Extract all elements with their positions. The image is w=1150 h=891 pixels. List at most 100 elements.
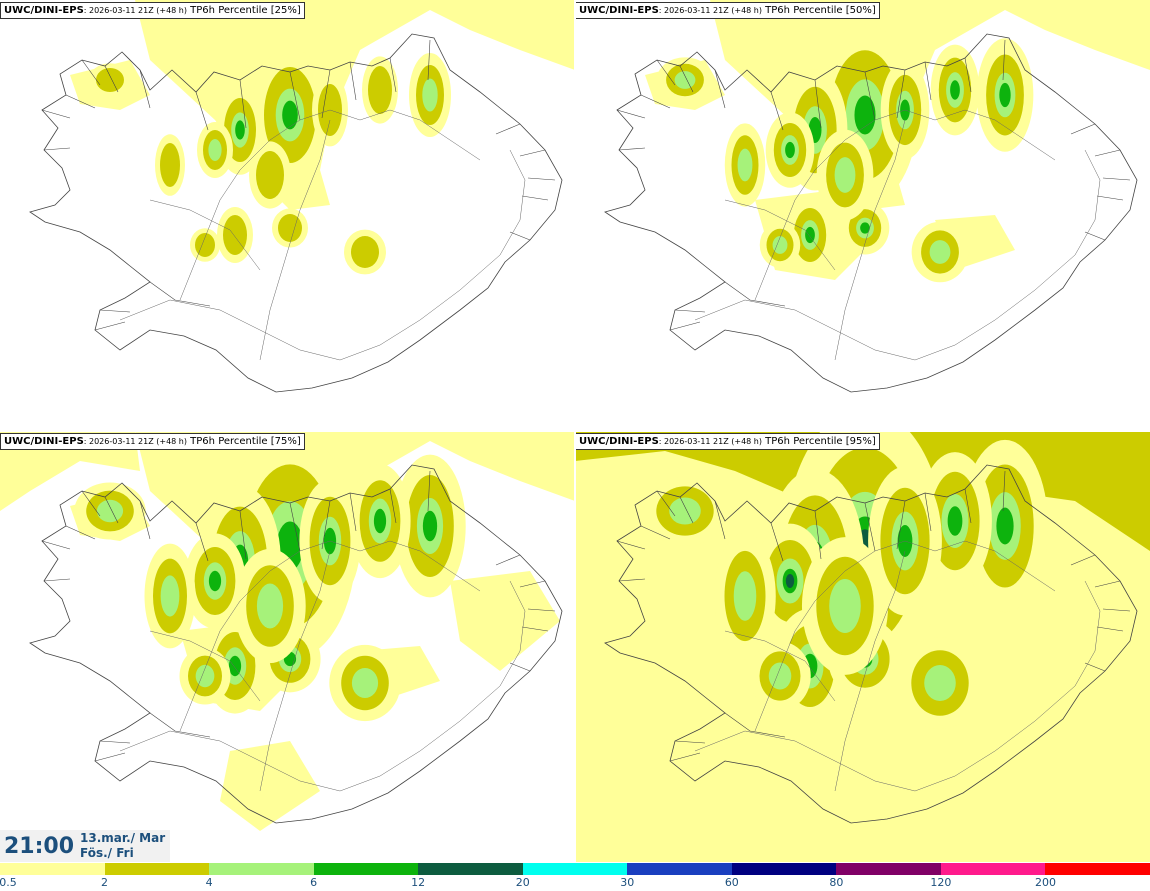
region-borders [119, 540, 526, 792]
colorbar-segment [731, 863, 837, 875]
fjord-lines [1070, 554, 1131, 672]
valid-time: 21:00 [4, 834, 75, 859]
precip-blob [278, 214, 302, 242]
colorbar-tick-label: 80 [829, 876, 844, 889]
panel-title: UWC/DINI-EPS: 2026-03-11 21Z (+48 h) TP6… [575, 433, 880, 450]
colorbar-tick-label: 30 [620, 876, 635, 889]
colorbar-segment [522, 863, 628, 875]
fjord-lines [65, 39, 431, 131]
coastline [604, 464, 1138, 824]
precip-blob [373, 508, 387, 534]
precip-blob [228, 655, 242, 677]
colorbar-tick-label: 12 [411, 876, 426, 889]
precip-blob [368, 66, 392, 114]
precip-blob [160, 575, 180, 617]
fjord-lines [94, 712, 211, 762]
colorbar-ticks: 0.5 2 4 6 12 20 30 60 80 120 200 [0, 875, 1150, 891]
precip-blob [208, 570, 222, 592]
map-canvas [575, 431, 1150, 862]
precip-blob [195, 664, 215, 688]
colorbar-tick-label: 60 [724, 876, 739, 889]
valid-date: 13.mar./ Mar [80, 831, 166, 845]
precip-blob [223, 215, 247, 255]
precip-field [575, 431, 1150, 862]
coastline [29, 464, 563, 824]
colorbar-segment [940, 863, 1046, 875]
precip-blob [829, 578, 861, 634]
map-panel-p75: UWC/DINI-EPS: 2026-03-11 21Z (+48 h) TP6… [0, 431, 575, 862]
region-borders [694, 109, 1101, 361]
precip-blob [860, 222, 870, 234]
precip-area [220, 741, 320, 831]
precip-blob [950, 80, 960, 100]
precip-blob [785, 141, 795, 159]
map-canvas [0, 431, 575, 831]
region-borders [119, 109, 526, 361]
precip-blob [195, 233, 215, 257]
colorbar-tick-label: 0.5 [0, 876, 17, 889]
fjord-lines [41, 109, 71, 151]
coastline [604, 33, 1138, 393]
colorbar-segment [418, 863, 523, 875]
fjord-lines [94, 281, 211, 331]
colorbar-segment [1045, 863, 1150, 875]
colorbar-segment [209, 863, 314, 875]
fjord-lines [640, 470, 1006, 562]
precip-blob [999, 82, 1011, 108]
precip-area [450, 571, 560, 671]
precip-blob [282, 100, 298, 130]
valid-weekday: Fös./ Fri [80, 846, 134, 860]
colorbar-tick-label: 200 [1034, 876, 1056, 889]
precip-blob [834, 157, 856, 193]
panel-title: UWC/DINI-EPS: 2026-03-11 21Z (+48 h) TP6… [0, 433, 305, 450]
precip-blob [351, 668, 379, 698]
colorbar-tick-label: 120 [930, 876, 952, 889]
map-panel-p95: UWC/DINI-EPS: 2026-03-11 21Z (+48 h) TP6… [575, 431, 1150, 862]
fjord-lines [65, 470, 431, 562]
panel-title: UWC/DINI-EPS: 2026-03-11 21Z (+48 h) TP6… [0, 2, 305, 19]
panel-title: UWC/DINI-EPS: 2026-03-11 21Z (+48 h) TP6… [575, 2, 880, 19]
colorbar-tick-label: 6 [310, 876, 318, 889]
precip-blob [669, 497, 701, 525]
precip-blob [929, 240, 951, 264]
valid-time-box: 21:00 13.mar./ Mar Fös./ Fri [0, 830, 170, 862]
precipitation-colorbar [0, 863, 1150, 875]
colorbar-segment [313, 863, 419, 875]
panel-divider [0, 430, 1150, 432]
precip-blob [854, 95, 876, 135]
precip-blob [737, 148, 753, 182]
precip-blob [733, 571, 757, 621]
colorbar-tick-label: 4 [205, 876, 213, 889]
region-borders [694, 540, 1101, 792]
map-canvas [604, 0, 1150, 393]
precip-blob [674, 71, 696, 89]
precip-blob [785, 574, 795, 588]
precip-area [0, 431, 140, 511]
precip-field [0, 431, 575, 831]
map-panel-p50: UWC/DINI-EPS: 2026-03-11 21Z (+48 h) TP6… [575, 0, 1150, 431]
colorbar-tick-label: 20 [515, 876, 530, 889]
precip-blob [256, 151, 284, 199]
fjord-lines [495, 554, 556, 672]
fjord-lines [616, 540, 646, 582]
precip-blob [96, 68, 124, 92]
precip-blob [772, 236, 788, 254]
precip-blob [422, 78, 438, 112]
colorbar-segment [0, 863, 105, 875]
precip-blob [422, 510, 438, 542]
precip-blob [805, 226, 815, 244]
map-panel-p25: UWC/DINI-EPS: 2026-03-11 21Z (+48 h) TP6… [0, 0, 575, 431]
precip-blob [996, 507, 1014, 545]
precip-blob [256, 583, 284, 629]
colorbar-segment [836, 863, 941, 875]
precip-blob [351, 236, 379, 268]
fjord-lines [41, 540, 71, 582]
colorbar-segment [627, 863, 732, 875]
precip-blob [160, 143, 180, 187]
fjord-lines [669, 712, 786, 762]
fjord-lines [1070, 123, 1131, 241]
precip-blob [947, 506, 963, 536]
colorbar-tick-label: 2 [101, 876, 109, 889]
fjord-lines [669, 281, 786, 331]
coastline [29, 33, 563, 393]
